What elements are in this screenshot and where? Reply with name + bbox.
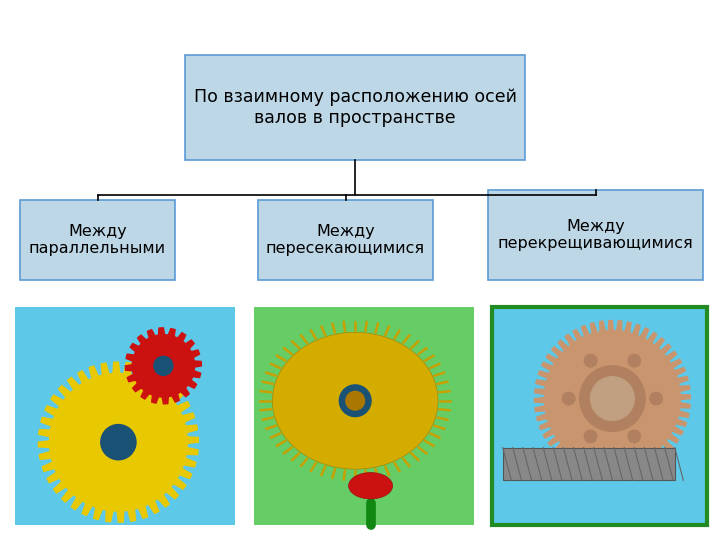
Polygon shape (38, 362, 199, 522)
Bar (254, 307, 474, 525)
FancyBboxPatch shape (20, 200, 175, 280)
Circle shape (590, 377, 634, 421)
FancyBboxPatch shape (258, 200, 433, 280)
Circle shape (580, 366, 645, 431)
FancyBboxPatch shape (488, 190, 703, 280)
Polygon shape (125, 328, 202, 404)
Text: Между
пересекающимися: Между пересекающимися (266, 224, 425, 256)
Circle shape (562, 393, 575, 405)
Polygon shape (534, 321, 690, 477)
Text: Между
параллельными: Между параллельными (29, 224, 166, 256)
Circle shape (101, 424, 136, 460)
Circle shape (628, 430, 641, 443)
Circle shape (650, 393, 662, 405)
Bar (492, 307, 707, 525)
Text: По взаимному расположению осей
валов в пространстве: По взаимному расположению осей валов в п… (194, 88, 516, 127)
Ellipse shape (272, 332, 438, 469)
Circle shape (585, 430, 597, 443)
FancyBboxPatch shape (185, 55, 525, 160)
Circle shape (628, 354, 641, 367)
Bar (15, 307, 235, 525)
Text: Между
перекрещивающимися: Между перекрещивающимися (498, 219, 693, 251)
Circle shape (585, 354, 597, 367)
Circle shape (346, 392, 364, 410)
Ellipse shape (348, 472, 392, 499)
Bar (503, 448, 675, 480)
Circle shape (154, 356, 173, 375)
Circle shape (339, 385, 371, 416)
